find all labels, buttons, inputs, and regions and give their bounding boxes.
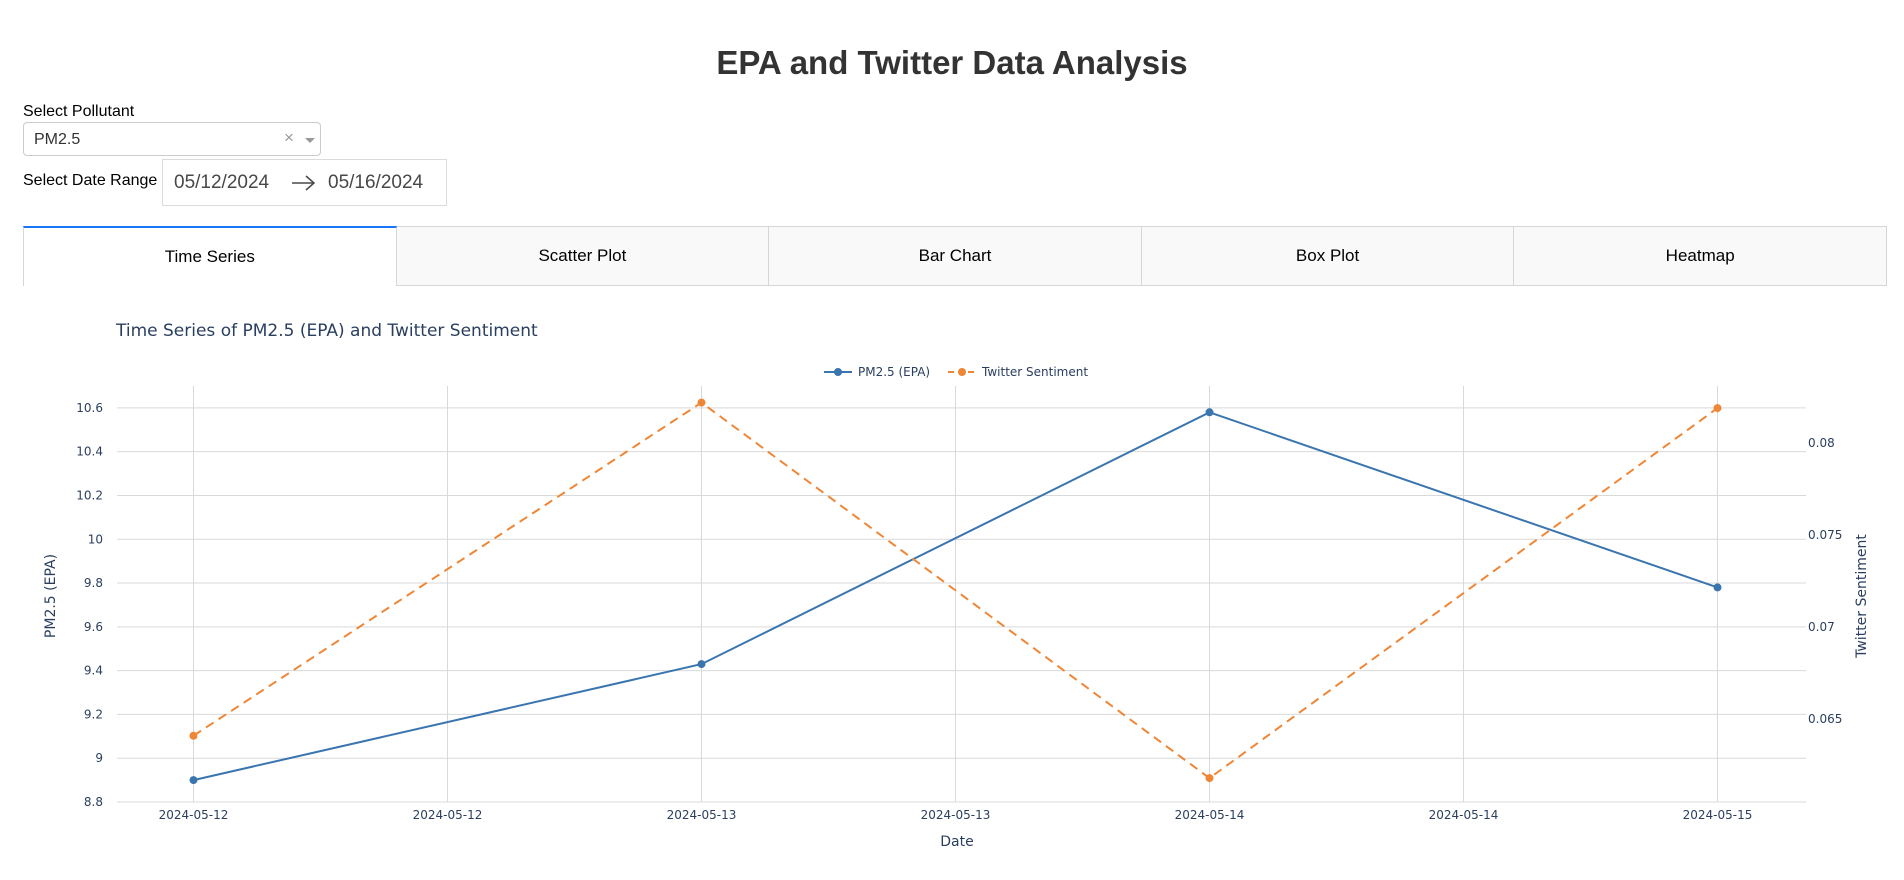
y-tick-label: 8.8 — [84, 795, 103, 809]
x-tick-label: 2024-05-13 — [921, 808, 991, 822]
date-range-picker[interactable]: 05/12/2024 05/16/2024 — [162, 159, 447, 206]
y-tick-label: 10.4 — [76, 445, 103, 459]
x-tick-label: 2024-05-14 — [1175, 808, 1245, 822]
series-2-point — [697, 398, 706, 407]
end-date-input[interactable]: 05/16/2024 — [328, 172, 424, 193]
chevron-down-icon[interactable] — [305, 138, 315, 143]
clear-icon[interactable]: × — [284, 128, 294, 147]
time-series-chart[interactable]: Time Series of PM2.5 (EPA) and Twitter S… — [0, 300, 1904, 870]
series-1-point — [1713, 583, 1722, 592]
pollutant-label: Select Pollutant — [23, 103, 135, 120]
y2-tick-label: 0.075 — [1808, 528, 1842, 542]
date-range-label: Select Date Range — [23, 172, 158, 189]
series-1-point — [189, 776, 198, 785]
pollutant-selected-value: PM2.5 — [34, 131, 81, 148]
x-axis-title: Date — [940, 834, 973, 850]
y2-tick-label: 0.065 — [1808, 712, 1842, 726]
start-date-input[interactable]: 05/12/2024 — [174, 172, 270, 193]
y-tick-label: 9.6 — [84, 620, 103, 634]
y-tick-label: 9.2 — [84, 707, 103, 721]
legend-swatch-marker — [958, 368, 966, 376]
y-tick-label: 10.2 — [76, 488, 103, 502]
x-tick-label: 2024-05-12 — [413, 808, 483, 822]
series-2-point — [1205, 774, 1214, 783]
tab-heatmap[interactable]: Heatmap — [1514, 226, 1887, 286]
legend-swatch-marker — [834, 368, 842, 376]
chart-title: Time Series of PM2.5 (EPA) and Twitter S… — [115, 321, 538, 341]
y-axis-title: PM2.5 (EPA) — [43, 554, 59, 638]
y2-axis-title: Twitter Sentiment — [1854, 534, 1870, 659]
y-tick-label: 9.4 — [84, 664, 103, 678]
tab-bar-chart[interactable]: Bar Chart — [769, 226, 1142, 286]
y-tick-label: 9 — [95, 751, 103, 765]
series-line-1 — [193, 411, 1718, 782]
page-title: EPA and Twitter Data Analysis — [716, 44, 1188, 81]
x-tick-label: 2024-05-15 — [1683, 808, 1753, 822]
series-1-point — [697, 660, 706, 669]
x-tick-label: 2024-05-13 — [667, 808, 737, 822]
y-tick-label: 9.8 — [84, 576, 103, 590]
series-2-point — [1713, 404, 1722, 413]
legend-entry-label: PM2.5 (EPA) — [858, 365, 930, 379]
y-tick-label: 10.6 — [76, 401, 103, 415]
legend-entry-label: Twitter Sentiment — [981, 365, 1088, 379]
x-tick-label: 2024-05-14 — [1429, 808, 1499, 822]
arrow-right-icon — [292, 175, 316, 191]
y2-tick-label: 0.07 — [1808, 620, 1835, 634]
chart-tabs: Time Series Scatter Plot Bar Chart Box P… — [23, 226, 1887, 286]
tab-scatter-plot[interactable]: Scatter Plot — [396, 226, 770, 286]
y-tick-label: 10 — [88, 532, 103, 546]
series-2-point — [189, 731, 198, 740]
y2-tick-label: 0.08 — [1808, 436, 1835, 450]
series-1-point — [1205, 408, 1214, 417]
tab-box-plot[interactable]: Box Plot — [1141, 226, 1515, 286]
series-line-2 — [192, 401, 1719, 780]
tab-time-series[interactable]: Time Series — [23, 226, 397, 286]
pollutant-dropdown[interactable]: PM2.5 × — [23, 122, 321, 156]
x-tick-label: 2024-05-12 — [159, 808, 229, 822]
